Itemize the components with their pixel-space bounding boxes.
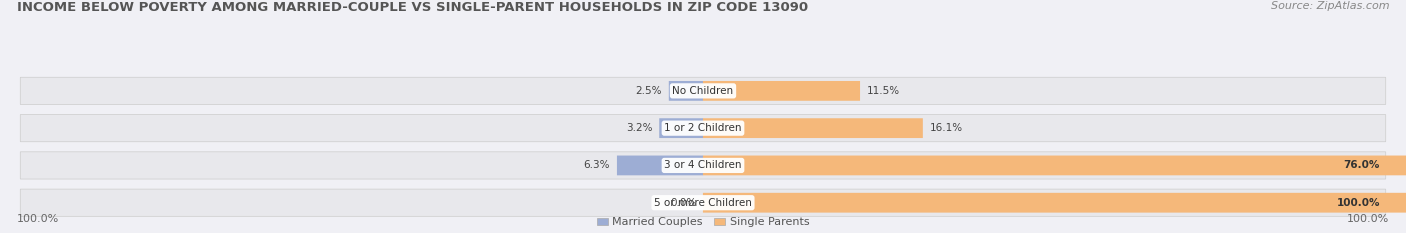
Text: 2.5%: 2.5% (636, 86, 662, 96)
Text: INCOME BELOW POVERTY AMONG MARRIED-COUPLE VS SINGLE-PARENT HOUSEHOLDS IN ZIP COD: INCOME BELOW POVERTY AMONG MARRIED-COUPL… (17, 1, 808, 14)
Text: 6.3%: 6.3% (583, 161, 610, 170)
Legend: Married Couples, Single Parents: Married Couples, Single Parents (596, 217, 810, 227)
Text: No Children: No Children (672, 86, 734, 96)
FancyBboxPatch shape (703, 118, 922, 138)
Text: Source: ZipAtlas.com: Source: ZipAtlas.com (1271, 1, 1389, 11)
Text: 5 or more Children: 5 or more Children (654, 198, 752, 208)
Text: 3.2%: 3.2% (626, 123, 652, 133)
FancyBboxPatch shape (703, 156, 1406, 175)
FancyBboxPatch shape (20, 152, 1386, 179)
Text: 3 or 4 Children: 3 or 4 Children (664, 161, 742, 170)
Text: 100.0%: 100.0% (17, 214, 59, 224)
FancyBboxPatch shape (659, 118, 703, 138)
FancyBboxPatch shape (20, 115, 1386, 142)
Text: 1 or 2 Children: 1 or 2 Children (664, 123, 742, 133)
Text: 16.1%: 16.1% (929, 123, 963, 133)
Text: 0.0%: 0.0% (669, 198, 696, 208)
FancyBboxPatch shape (703, 193, 1406, 212)
Text: 11.5%: 11.5% (868, 86, 900, 96)
FancyBboxPatch shape (20, 77, 1386, 104)
Text: 100.0%: 100.0% (1337, 198, 1381, 208)
FancyBboxPatch shape (703, 81, 860, 101)
FancyBboxPatch shape (20, 189, 1386, 216)
FancyBboxPatch shape (669, 81, 703, 101)
Text: 76.0%: 76.0% (1344, 161, 1381, 170)
Text: 100.0%: 100.0% (1347, 214, 1389, 224)
FancyBboxPatch shape (617, 156, 703, 175)
